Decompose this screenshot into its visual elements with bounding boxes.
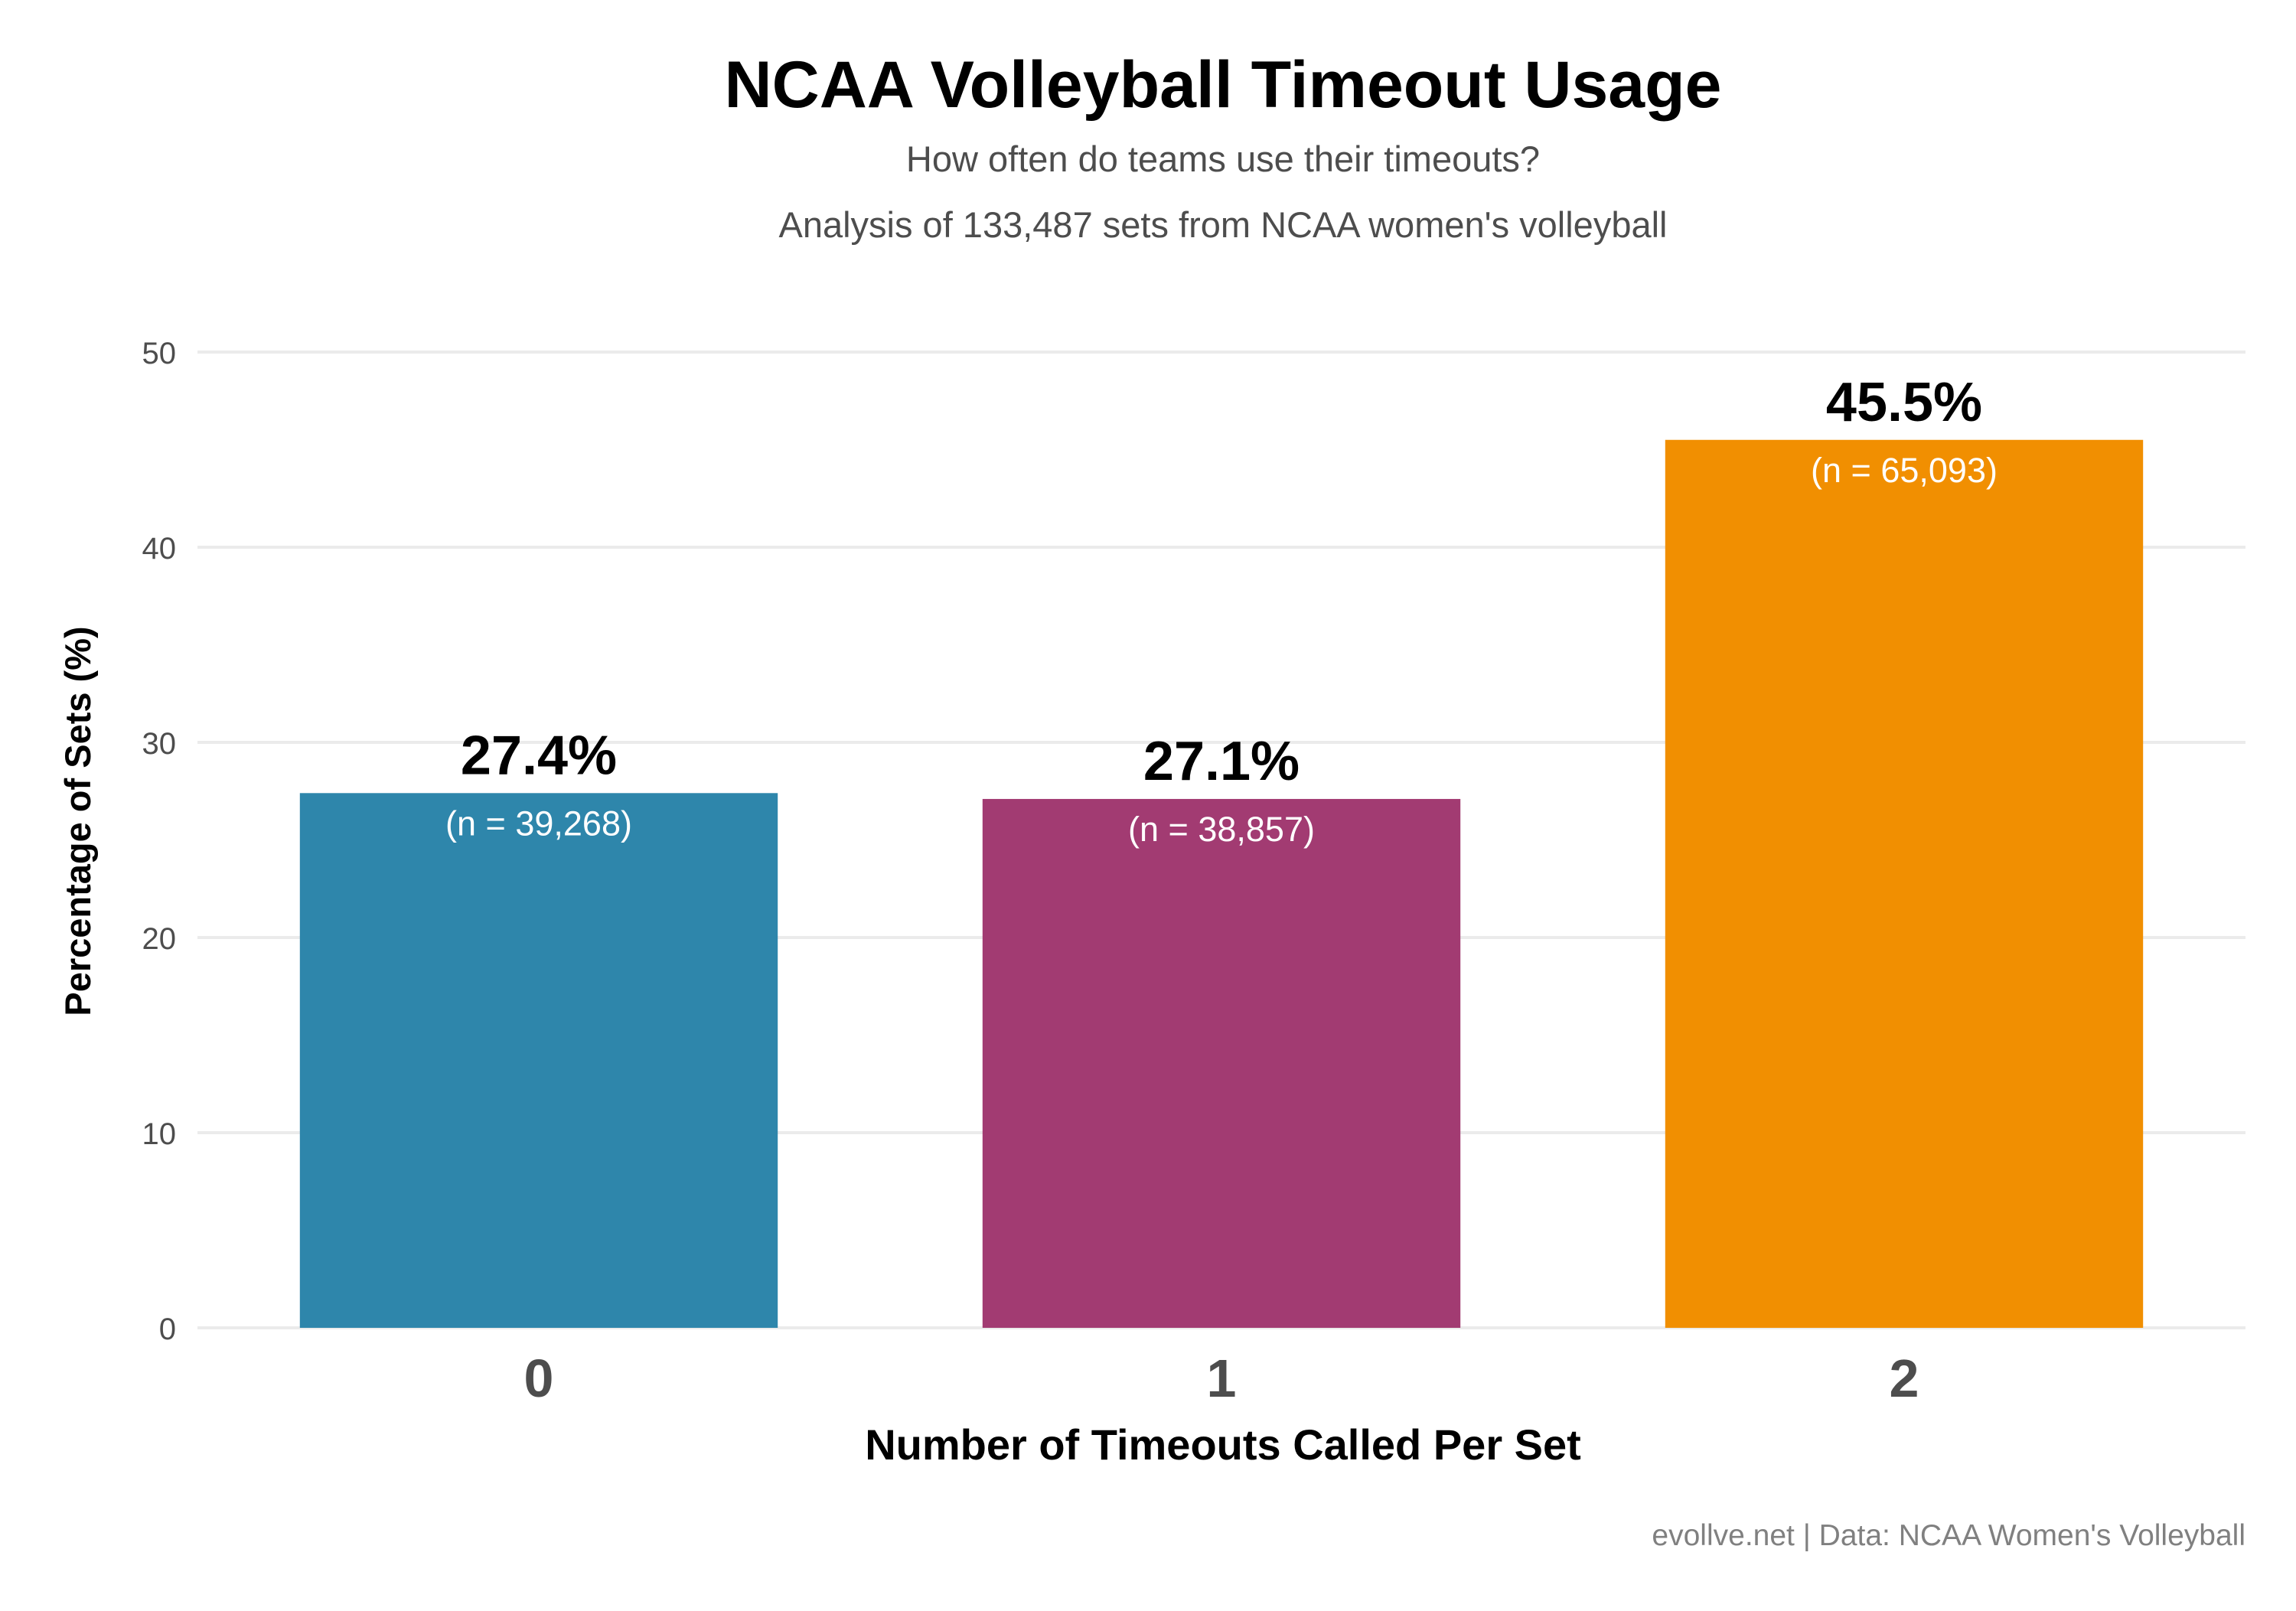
count-label-1: (n = 38,857) (1128, 810, 1315, 849)
value-labels: 27.4% 27.1% 45.5% (461, 372, 1982, 792)
y-axis-label: Percentage of Sets (%) (57, 626, 98, 1016)
count-label-0: (n = 39,268) (445, 804, 632, 843)
chart-title: NCAA Volleyball Timeout Usage (724, 48, 1721, 122)
bar-0 (299, 793, 778, 1328)
value-label-0: 27.4% (461, 725, 617, 786)
bar-1 (982, 798, 1461, 1328)
bar-2 (1665, 439, 2144, 1328)
y-tick-label-40: 40 (142, 532, 177, 566)
x-tick-label-1: 1 (1207, 1348, 1237, 1408)
count-label-2: (n = 65,093) (1811, 451, 1998, 490)
y-tick-label-50: 50 (142, 337, 177, 370)
y-tick-label-20: 20 (142, 922, 177, 956)
value-label-1: 27.1% (1143, 731, 1300, 792)
y-tick-label-0: 0 (159, 1313, 176, 1346)
x-axis-ticks: 0 1 2 (524, 1348, 1919, 1408)
x-tick-label-0: 0 (524, 1348, 554, 1408)
x-tick-label-2: 2 (1890, 1348, 1919, 1408)
y-axis-ticks: 0 10 20 30 40 50 (142, 337, 177, 1346)
count-labels: (n = 39,268) (n = 38,857) (n = 65,093) (445, 451, 1998, 849)
y-tick-label-30: 30 (142, 727, 177, 761)
x-axis-label: Number of Timeouts Called Per Set (865, 1420, 1581, 1469)
value-label-2: 45.5% (1826, 372, 1982, 433)
chart-subtitle-line-2: Analysis of 133,487 sets from NCAA women… (778, 204, 1667, 245)
y-tick-label-10: 10 (142, 1117, 177, 1151)
chart-caption: evollve.net | Data: NCAA Women's Volleyb… (1652, 1519, 2245, 1552)
chart-subtitle-line-1: How often do teams use their timeouts? (906, 139, 1540, 179)
bars (299, 439, 2144, 1328)
